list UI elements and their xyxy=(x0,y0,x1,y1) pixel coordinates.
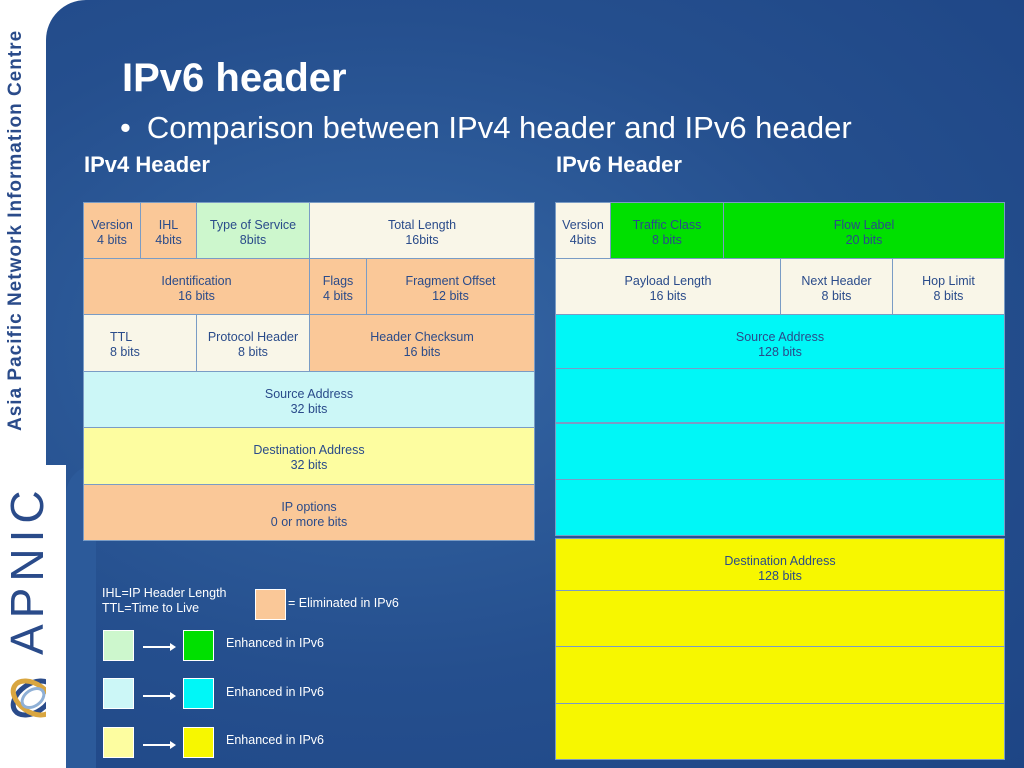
ipv6-field-version: Version 4bits xyxy=(555,202,611,259)
subtitle-text: Comparison between IPv4 header and IPv6 … xyxy=(146,110,852,145)
legend-swatch-light-green xyxy=(103,630,134,661)
ipv4-field-flags: Flags 4 bits xyxy=(309,258,367,315)
ipv6-source-address-row xyxy=(555,479,1005,536)
ipv4-heading: IPv4 Header xyxy=(84,152,210,177)
arrow-right-icon xyxy=(143,741,176,749)
legend-swatch-light-yellow xyxy=(103,727,134,758)
ipv4-field-source-address: Source Address 32 bits xyxy=(83,371,535,428)
legend-swatch-cyan xyxy=(183,678,214,709)
ipv4-field-version: Version 4 bits xyxy=(83,202,141,259)
slide-subtitle: • Comparison between IPv4 header and IPv6… xyxy=(120,110,852,146)
slide-title: IPv6 header xyxy=(122,56,347,100)
ipv4-field-destination-address: Destination Address 32 bits xyxy=(83,427,535,485)
arrow-right-icon xyxy=(143,643,176,651)
ipv6-field-source-address: Source Address 128 bits xyxy=(555,314,1005,369)
ipv6-field-hop-limit: Hop Limit 8 bits xyxy=(892,258,1005,315)
ipv6-field-payload-length: Payload Length 16 bits xyxy=(555,258,781,315)
legend-swatch-eliminated xyxy=(255,589,286,620)
ipv6-heading: IPv6 Header xyxy=(556,152,682,177)
legend-swatch-green xyxy=(183,630,214,661)
organization-name: Asia Pacific Network Information Centre xyxy=(5,29,26,431)
legend-eliminated-label: = Eliminated in IPv6 xyxy=(288,596,399,610)
legend-enhanced-label: Enhanced in IPv6 xyxy=(226,685,324,699)
ipv6-field-destination-address: Destination Address 128 bits xyxy=(555,538,1005,591)
ipv4-field-type-of-service: Type of Service 8bits xyxy=(196,202,310,259)
ipv6-field-traffic-class: Traffic Class 8 bits xyxy=(610,202,724,259)
ipv6-destination-address-row xyxy=(555,646,1005,704)
ipv4-field-total-length: Total Length 16bits xyxy=(309,202,535,259)
legend-swatch-yellow xyxy=(183,727,214,758)
ipv4-field-ttl: TTL 8 bits xyxy=(83,314,197,372)
legend-enhanced-label: Enhanced in IPv6 xyxy=(226,733,324,747)
ipv4-field-ip-options: IP options 0 or more bits xyxy=(83,484,535,541)
ipv6-field-flow-label: Flow Label 20 bits xyxy=(723,202,1005,259)
abbreviation-notes: IHL=IP Header Length TTL=Time to Live xyxy=(102,586,227,615)
ipv4-field-identification: Identification 16 bits xyxy=(83,258,310,315)
ipv4-field-ihl: IHL 4bits xyxy=(140,202,197,259)
ipv6-source-address-row xyxy=(555,368,1005,423)
arrow-right-icon xyxy=(143,692,176,700)
legend-enhanced-label: Enhanced in IPv6 xyxy=(226,636,324,650)
ipv4-field-fragment-offset: Fragment Offset 12 bits xyxy=(366,258,535,315)
ipv6-source-address-row xyxy=(555,423,1005,480)
ipv4-field-header-checksum: Header Checksum 16 bits xyxy=(309,314,535,372)
ipv6-field-next-header: Next Header 8 bits xyxy=(780,258,893,315)
ipv6-destination-address-row xyxy=(555,590,1005,647)
legend-swatch-light-cyan xyxy=(103,678,134,709)
bullet: • xyxy=(120,110,131,145)
ipv4-field-protocol: Protocol Header 8 bits xyxy=(196,314,310,372)
ipv6-destination-address-row xyxy=(555,703,1005,760)
